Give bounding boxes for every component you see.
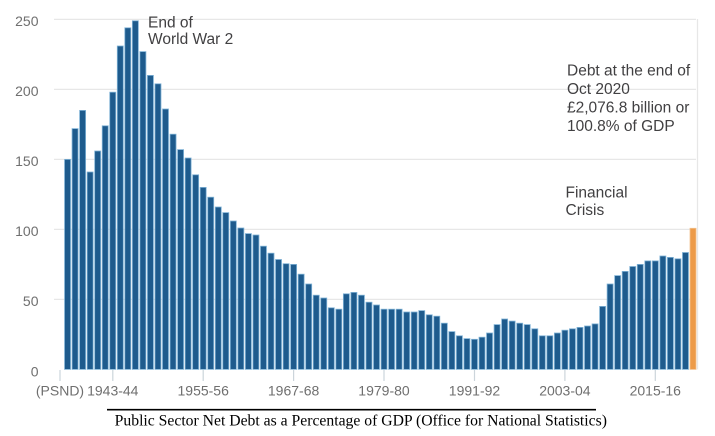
svg-text:1967-68: 1967-68: [268, 382, 320, 398]
svg-text:0: 0: [31, 364, 39, 380]
svg-text:World War 2: World War 2: [148, 31, 233, 48]
svg-text:Oct 2020: Oct 2020: [567, 81, 630, 98]
svg-text:1979-80: 1979-80: [358, 382, 410, 398]
svg-text:1955-56: 1955-56: [178, 382, 230, 398]
svg-text:£2,076.8 billion or: £2,076.8 billion or: [567, 100, 689, 117]
svg-text:Debt at the end of: Debt at the end of: [567, 63, 691, 80]
svg-text:1991-92: 1991-92: [449, 382, 501, 398]
svg-text:Financial: Financial: [566, 185, 628, 202]
svg-text:100: 100: [15, 223, 39, 239]
svg-text:200: 200: [15, 83, 39, 99]
svg-text:2003-04: 2003-04: [539, 382, 591, 398]
svg-text:100.8% of GDP: 100.8% of GDP: [567, 118, 675, 135]
svg-text:150: 150: [15, 153, 39, 169]
svg-text:1943-44: 1943-44: [87, 382, 139, 398]
svg-text:2015-16: 2015-16: [630, 382, 682, 398]
svg-text:50: 50: [23, 293, 39, 309]
svg-text:(PSND): (PSND): [36, 382, 84, 398]
svg-text:Crisis: Crisis: [566, 202, 605, 219]
svg-text:Public Sector Net Debt as a Pe: Public Sector Net Debt as a Percentage o…: [115, 413, 607, 430]
svg-text:End of: End of: [148, 14, 194, 31]
svg-text:250: 250: [15, 13, 39, 29]
